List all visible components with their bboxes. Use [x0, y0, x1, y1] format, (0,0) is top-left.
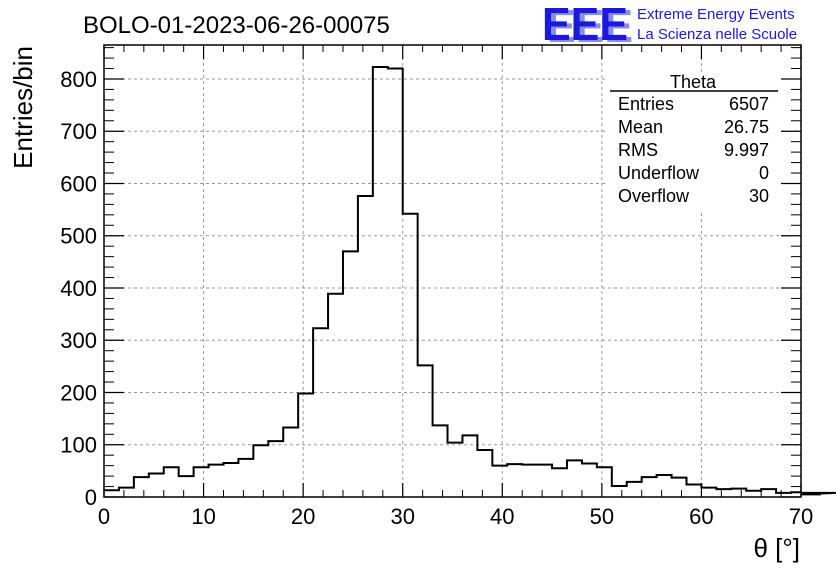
- x-tick-labels: 0 10 20 30 40 50 60 70: [98, 504, 813, 529]
- histogram-bin: [373, 67, 388, 497]
- histogram-bin: [403, 214, 418, 497]
- histogram-bin: [119, 488, 134, 497]
- y-tick-label: 100: [60, 433, 97, 458]
- chart-title: BOLO-01-2023-06-26-00075: [83, 12, 390, 39]
- histogram-bin: [552, 468, 567, 497]
- histogram-bin: [134, 477, 149, 497]
- histogram-bin: [223, 463, 238, 497]
- x-tick-label: 40: [490, 504, 514, 529]
- logo-line-2: La Scienza nelle Scuole: [637, 26, 797, 43]
- histogram-bin: [791, 492, 801, 497]
- histogram-bin: [612, 486, 627, 497]
- histogram-bin: [776, 493, 791, 497]
- stats-box: Theta Entries 6507 Mean 26.75 RMS 9.997 …: [607, 72, 779, 212]
- histogram-bin: [104, 490, 119, 497]
- stats-row-label: Mean: [618, 117, 663, 137]
- stats-row-label: Entries: [618, 94, 674, 114]
- histogram-bin: [567, 460, 582, 497]
- stats-row-value: 9.997: [724, 140, 769, 160]
- histogram-bin: [537, 465, 552, 497]
- logo-mark: EEE: [542, 0, 628, 50]
- histogram-bin: [761, 489, 776, 497]
- x-tick-label: 0: [98, 504, 110, 529]
- histogram-bin: [418, 365, 433, 497]
- histogram-bin: [298, 394, 313, 497]
- y-tick-label: 800: [60, 67, 97, 92]
- histogram-bin: [582, 464, 597, 497]
- histogram-bin: [686, 484, 701, 497]
- x-axis-title: θ [°]: [753, 533, 800, 563]
- histogram-bin: [194, 467, 209, 497]
- histogram-bin: [731, 489, 746, 497]
- stats-row-label: Underflow: [618, 163, 700, 183]
- y-tick-label: 600: [60, 171, 97, 196]
- stats-row-overflow: Overflow 30: [618, 186, 769, 206]
- stats-row-value: 6507: [729, 94, 769, 114]
- y-tick-label: 300: [60, 328, 97, 353]
- histogram-bin: [313, 328, 328, 497]
- x-tick-label: 30: [390, 504, 414, 529]
- histogram-bin: [253, 445, 268, 497]
- histogram-bin: [149, 473, 164, 497]
- stats-row-value: 0: [759, 163, 769, 183]
- axis-ticks: [103, 45, 802, 498]
- x-tick-label: 50: [590, 504, 614, 529]
- y-tick-labels: 0 100 200 300 400 500 600 700 800: [60, 67, 97, 510]
- stats-box-background: [607, 72, 779, 212]
- histogram-bin: [388, 69, 403, 497]
- histogram-bin: [657, 475, 672, 497]
- histogram-bin: [448, 443, 463, 497]
- histogram-bin: [268, 441, 283, 497]
- histogram-bin: [179, 476, 194, 497]
- histogram-bin: [522, 465, 537, 497]
- stats-row-value: 26.75: [724, 117, 769, 137]
- histogram-bin: [627, 482, 642, 497]
- histogram-bin: [642, 477, 657, 497]
- stats-row-mean: Mean 26.75: [618, 117, 769, 137]
- stats-row-value: 30: [749, 186, 769, 206]
- stats-row-underflow: Underflow 0: [618, 163, 769, 183]
- histogram-bin: [238, 459, 253, 497]
- y-tick-label: 0: [85, 485, 97, 510]
- histogram-bin: [209, 465, 224, 497]
- histogram-bin: [283, 428, 298, 497]
- y-tick-label: 500: [60, 224, 97, 249]
- logo-mark-shadow: EEE: [547, 0, 633, 52]
- stats-box-title: Theta: [670, 72, 717, 92]
- histogram-bin: [701, 488, 716, 497]
- histogram-bin: [477, 450, 492, 497]
- stats-row-label: Overflow: [618, 186, 690, 206]
- histogram-bin: [492, 466, 507, 497]
- x-tick-label: 20: [291, 504, 315, 529]
- histogram-bin: [716, 489, 731, 497]
- histogram-bin: [507, 464, 522, 497]
- plot-frame: [103, 44, 802, 498]
- x-tick-label: 70: [789, 504, 813, 529]
- histogram-bin: [358, 196, 373, 497]
- y-tick-label: 200: [60, 380, 97, 405]
- histogram-bin: [343, 251, 358, 497]
- histogram-bin: [597, 467, 612, 497]
- x-tick-label: 60: [689, 504, 713, 529]
- y-axis-title: Entries/bin: [8, 46, 38, 169]
- histogram-outline: [104, 65, 836, 496]
- histogram-bin: [433, 425, 448, 497]
- histogram-bin: [164, 467, 179, 497]
- y-tick-label: 700: [60, 119, 97, 144]
- stats-row-entries: Entries 6507: [618, 94, 769, 114]
- histogram-bin: [462, 435, 477, 497]
- histogram-bin: [746, 491, 761, 497]
- histogram-bin: [328, 294, 343, 497]
- grid-lines: [104, 45, 801, 497]
- histogram-bin: [672, 478, 687, 497]
- x-tick-label: 10: [191, 504, 215, 529]
- stats-row-rms: RMS 9.997: [618, 140, 769, 160]
- y-tick-label: 400: [60, 276, 97, 301]
- stats-row-label: RMS: [618, 140, 658, 160]
- logo-line-1: Extreme Energy Events: [637, 6, 795, 23]
